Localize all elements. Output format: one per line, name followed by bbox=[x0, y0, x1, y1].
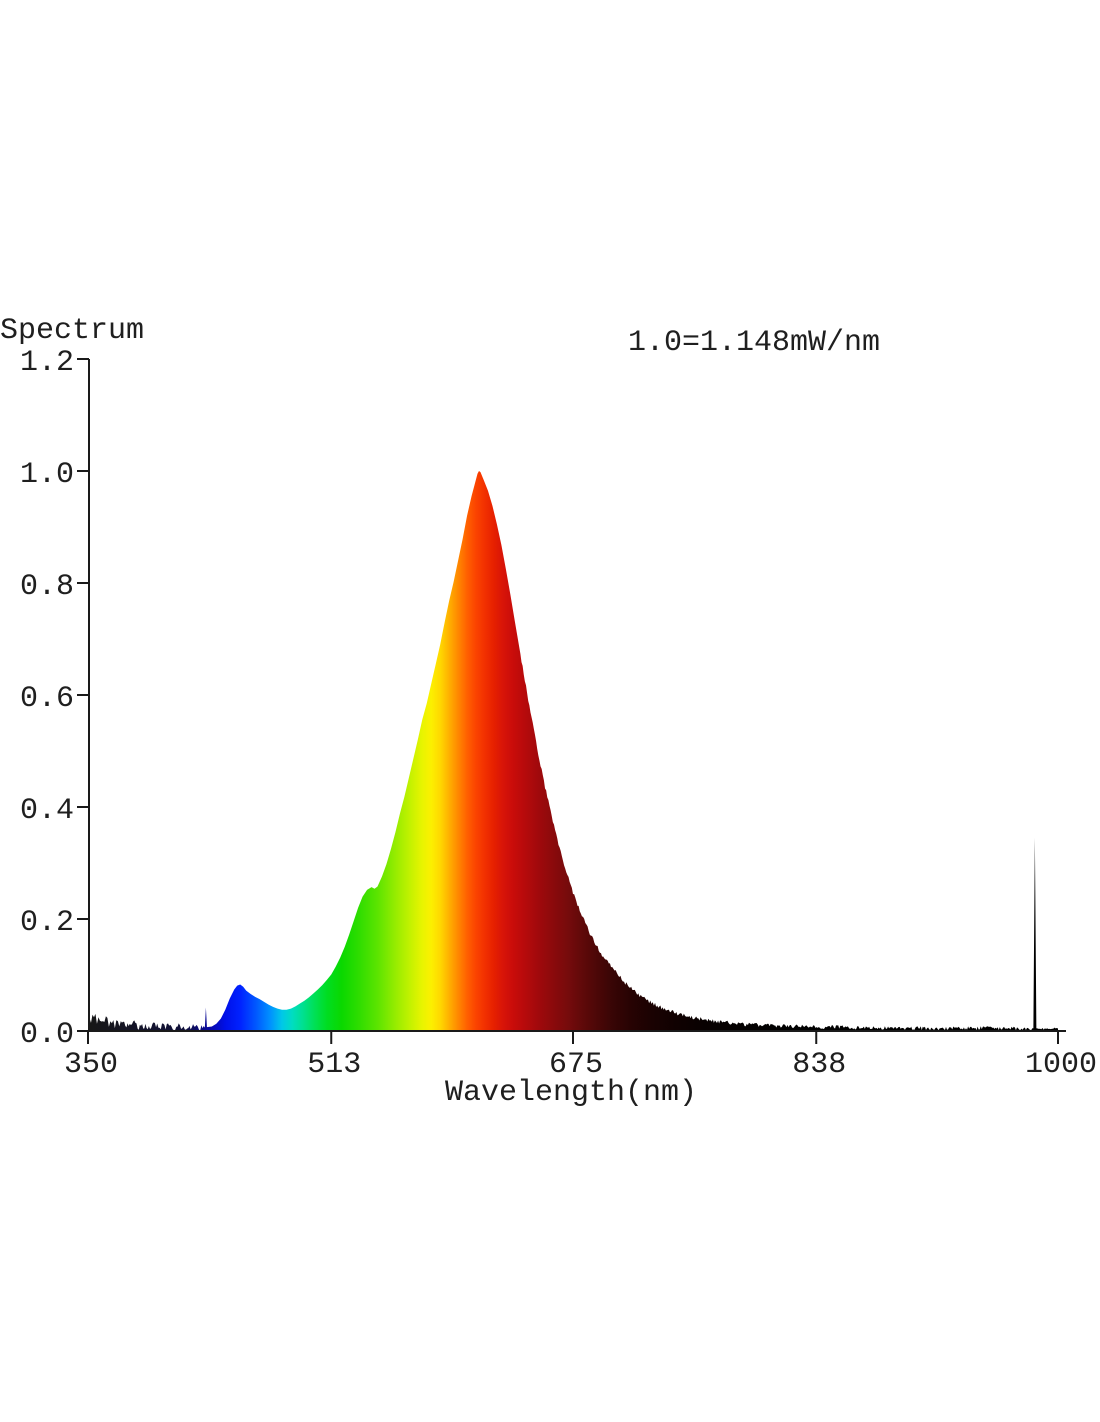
x-axis-title: Wavelength(nm) bbox=[445, 1076, 697, 1110]
x-tick-label: 513 bbox=[307, 1048, 361, 1082]
y-axis: 1.2 1.0 0.8 0.6 0.4 0.2 0.0 bbox=[20, 346, 90, 1052]
y-tick-label: 0.4 bbox=[20, 794, 74, 828]
x-tick-label: 838 bbox=[792, 1048, 846, 1082]
y-tick-label: 1.2 bbox=[20, 346, 74, 380]
y-tick-label: 0.8 bbox=[20, 570, 74, 604]
scale-annotation: 1.0=1.148mW/nm bbox=[628, 326, 880, 360]
y-tick-label: 0.2 bbox=[20, 906, 74, 940]
x-tick-label: 675 bbox=[549, 1048, 603, 1082]
y-tick-label: 0.0 bbox=[20, 1018, 74, 1052]
chart-title: Spectrum bbox=[0, 314, 144, 348]
x-axis: 350 513 675 838 1000 bbox=[64, 1030, 1097, 1082]
x-tick-label: 1000 bbox=[1025, 1048, 1097, 1082]
x-tick-label: 350 bbox=[64, 1048, 118, 1082]
y-tick-label: 1.0 bbox=[20, 458, 74, 492]
y-tick-label: 0.6 bbox=[20, 682, 74, 716]
spectrum-area-path bbox=[88, 471, 1058, 1031]
